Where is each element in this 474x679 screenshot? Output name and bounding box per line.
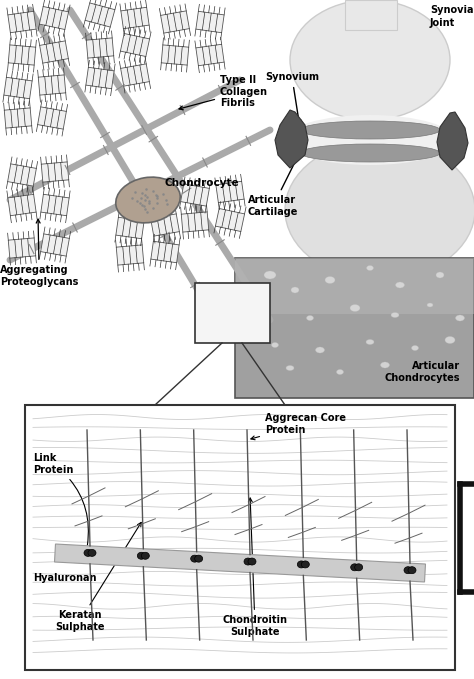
- Polygon shape: [8, 164, 36, 186]
- Ellipse shape: [381, 362, 390, 368]
- Polygon shape: [215, 208, 245, 232]
- Ellipse shape: [337, 369, 344, 375]
- Polygon shape: [200, 293, 218, 306]
- Polygon shape: [38, 75, 66, 95]
- Ellipse shape: [325, 276, 335, 284]
- Ellipse shape: [244, 558, 252, 565]
- Polygon shape: [222, 318, 240, 331]
- Polygon shape: [116, 245, 144, 265]
- Polygon shape: [275, 110, 308, 168]
- Ellipse shape: [300, 144, 440, 162]
- Text: Chondroitin
Sulphate: Chondroitin Sulphate: [222, 498, 288, 637]
- Ellipse shape: [248, 558, 256, 565]
- Polygon shape: [85, 3, 115, 27]
- Ellipse shape: [84, 549, 92, 556]
- Polygon shape: [181, 184, 210, 206]
- Polygon shape: [40, 41, 68, 63]
- Ellipse shape: [316, 347, 325, 353]
- Polygon shape: [244, 318, 262, 331]
- Polygon shape: [8, 12, 36, 33]
- Ellipse shape: [351, 564, 359, 571]
- Text: Joint: Joint: [430, 18, 455, 28]
- Polygon shape: [41, 194, 69, 216]
- Polygon shape: [8, 194, 36, 216]
- Ellipse shape: [411, 346, 419, 350]
- Ellipse shape: [195, 555, 203, 562]
- Polygon shape: [161, 11, 190, 33]
- Ellipse shape: [366, 340, 374, 344]
- Bar: [345, 0, 397, 30]
- Ellipse shape: [404, 567, 412, 574]
- Text: Hyaluronan: Hyaluronan: [33, 573, 97, 583]
- Text: Chondrocyte: Chondrocyte: [165, 178, 240, 188]
- Text: Keratan
Sulphate: Keratan Sulphate: [55, 522, 141, 631]
- Polygon shape: [121, 64, 149, 86]
- Bar: [195, 283, 270, 343]
- Polygon shape: [41, 162, 69, 182]
- Ellipse shape: [366, 265, 374, 270]
- Ellipse shape: [116, 177, 180, 223]
- Bar: [25, 405, 455, 670]
- Polygon shape: [8, 238, 36, 258]
- Ellipse shape: [427, 303, 433, 307]
- Text: Articular
Chondrocytes: Articular Chondrocytes: [384, 361, 460, 383]
- Ellipse shape: [137, 552, 146, 559]
- Ellipse shape: [255, 307, 264, 313]
- Ellipse shape: [285, 140, 474, 280]
- Ellipse shape: [456, 315, 465, 321]
- Ellipse shape: [408, 567, 416, 574]
- Ellipse shape: [191, 555, 199, 562]
- Ellipse shape: [291, 287, 299, 293]
- Ellipse shape: [307, 316, 313, 320]
- Polygon shape: [4, 77, 32, 98]
- Text: Synovium: Synovium: [265, 72, 319, 124]
- Text: Type II
Collagen
Fibrils: Type II Collagen Fibrils: [179, 75, 268, 110]
- Ellipse shape: [272, 342, 279, 348]
- Bar: [235, 258, 474, 314]
- Polygon shape: [39, 7, 69, 29]
- Ellipse shape: [350, 304, 360, 312]
- Ellipse shape: [297, 561, 305, 568]
- Text: Aggregating
Proteoglycans: Aggregating Proteoglycans: [0, 219, 78, 287]
- Polygon shape: [161, 45, 189, 65]
- Polygon shape: [196, 12, 224, 33]
- Text: Articular
Cartilage: Articular Cartilage: [248, 156, 298, 217]
- Polygon shape: [116, 217, 144, 239]
- Ellipse shape: [290, 0, 450, 120]
- Ellipse shape: [141, 552, 149, 559]
- Polygon shape: [121, 7, 149, 29]
- Ellipse shape: [285, 115, 455, 165]
- Polygon shape: [151, 241, 179, 263]
- Ellipse shape: [88, 549, 96, 556]
- Ellipse shape: [300, 121, 440, 139]
- Polygon shape: [86, 67, 114, 89]
- Polygon shape: [120, 33, 150, 56]
- Polygon shape: [37, 107, 66, 129]
- Ellipse shape: [286, 365, 294, 371]
- Ellipse shape: [391, 312, 399, 318]
- Ellipse shape: [355, 564, 363, 571]
- Polygon shape: [244, 293, 262, 306]
- Polygon shape: [8, 45, 36, 65]
- Polygon shape: [200, 318, 218, 331]
- Text: Aggrecan Core
Protein: Aggrecan Core Protein: [251, 413, 346, 440]
- Polygon shape: [86, 38, 114, 58]
- Polygon shape: [196, 44, 224, 66]
- Polygon shape: [181, 212, 209, 232]
- Polygon shape: [222, 293, 240, 306]
- Text: Synovial: Synovial: [430, 5, 474, 15]
- Polygon shape: [437, 112, 468, 170]
- Ellipse shape: [445, 337, 455, 344]
- Bar: [235, 258, 474, 398]
- Polygon shape: [41, 234, 69, 256]
- Ellipse shape: [395, 282, 404, 288]
- Ellipse shape: [436, 272, 444, 278]
- Ellipse shape: [301, 561, 310, 568]
- Polygon shape: [55, 544, 426, 582]
- Polygon shape: [216, 181, 244, 203]
- Text: Link
Protein: Link Protein: [33, 453, 88, 545]
- Polygon shape: [4, 108, 32, 128]
- Ellipse shape: [264, 271, 276, 279]
- Polygon shape: [151, 214, 179, 236]
